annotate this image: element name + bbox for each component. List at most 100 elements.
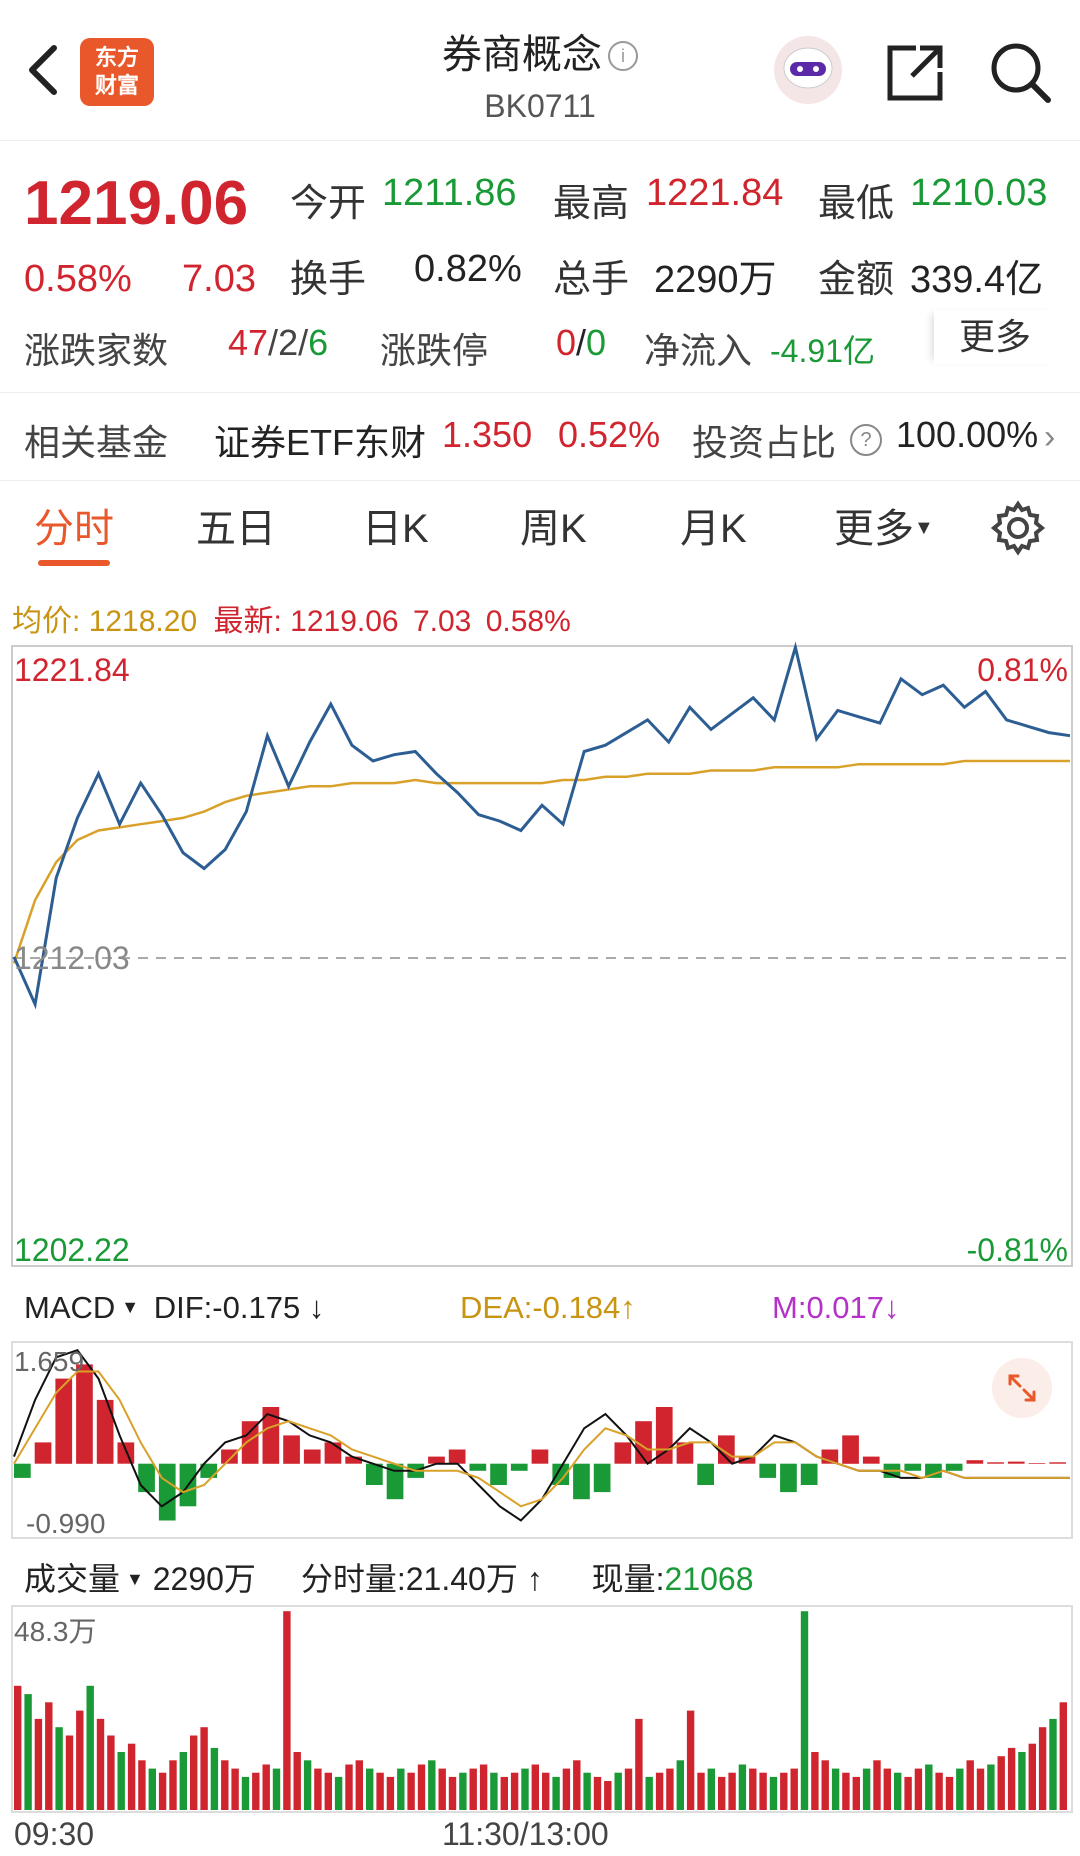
- robot-assistant-icon[interactable]: [770, 32, 846, 108]
- volume-bar: [117, 1752, 125, 1810]
- volume-bar: [811, 1752, 819, 1810]
- volume-bar: [821, 1760, 829, 1810]
- volume-bar: [790, 1768, 798, 1810]
- volume-bar: [749, 1768, 757, 1810]
- volume-bar: [987, 1764, 995, 1810]
- search-icon[interactable]: [986, 38, 1056, 108]
- volume-bar: [542, 1772, 550, 1810]
- avg-price-line: [12, 759, 1070, 964]
- macd-bar: [345, 1456, 362, 1464]
- volume-bar: [14, 1685, 22, 1810]
- macd-bar: [552, 1463, 570, 1485]
- volume-bar: [107, 1735, 115, 1810]
- macd-bar: [366, 1463, 383, 1485]
- price-info-bar: 均价: 1218.20 最新: 1219.06 7.03 0.58%: [12, 596, 571, 640]
- volume-bar: [852, 1776, 860, 1810]
- share-icon[interactable]: [880, 38, 950, 108]
- volume-bar: [45, 1702, 53, 1810]
- macd-bar: [759, 1463, 777, 1478]
- macd-chart[interactable]: [0, 1340, 1080, 1540]
- volume-bar: [283, 1611, 291, 1810]
- tab-daily-k[interactable]: 日K: [362, 507, 429, 551]
- m-text: M:0.017↓: [772, 1290, 900, 1325]
- inflow-value: -4.91亿: [770, 333, 875, 369]
- volume-bar: [510, 1772, 519, 1810]
- volume-bar: [303, 1760, 312, 1810]
- macd-bar: [96, 1399, 114, 1464]
- help-icon[interactable]: ?: [850, 424, 882, 456]
- macd-bar: [55, 1378, 73, 1464]
- volume-bar: [158, 1772, 167, 1810]
- volume-bar: [925, 1764, 933, 1810]
- fund-row[interactable]: 相关基金 证券ETF东财 1.350 0.52% 投资占比 ? 100.00% …: [0, 400, 1080, 480]
- macd-bar: [262, 1407, 280, 1464]
- volume-bar: [500, 1776, 508, 1810]
- macd-bar: [324, 1442, 342, 1464]
- volume-bar: [138, 1760, 146, 1810]
- volume-bar: [800, 1611, 809, 1810]
- volume-chart[interactable]: [0, 1604, 1080, 1814]
- volume-selector[interactable]: 成交量 ▼: [24, 1561, 144, 1597]
- volume-bar: [831, 1768, 840, 1810]
- macd-bar: [303, 1449, 321, 1464]
- tab-weekly-k[interactable]: 周K: [520, 507, 587, 551]
- high-value: 1221.84: [646, 172, 784, 214]
- volume-bar: [904, 1776, 912, 1810]
- tab-monthly-k[interactable]: 月K: [680, 507, 747, 551]
- current-volume-text: 现量:21068: [591, 1561, 754, 1597]
- volume-bar: [624, 1768, 633, 1810]
- volume-bar: [1049, 1718, 1057, 1810]
- macd-bar: [221, 1449, 238, 1464]
- info-icon[interactable]: i: [608, 41, 638, 71]
- pct-axis-bottom: -0.81%: [966, 1232, 1068, 1268]
- open-label: 今开: [290, 183, 367, 225]
- macd-bar: [697, 1463, 714, 1485]
- volume-bar: [200, 1727, 208, 1810]
- avg-value: 1218.20: [88, 605, 198, 638]
- volume-bar: [324, 1772, 332, 1810]
- macd-bar: [490, 1463, 507, 1485]
- price-axis-mid: 1212.03: [14, 940, 130, 976]
- volume-bar: [593, 1776, 602, 1810]
- back-icon[interactable]: [20, 40, 70, 100]
- volume-bar: [55, 1727, 63, 1810]
- macd-bar: [158, 1463, 176, 1521]
- latest-change: 7.03: [412, 605, 472, 638]
- intraday-price-chart[interactable]: [0, 640, 1080, 1270]
- volume-bar: [334, 1776, 343, 1810]
- macd-bar: [34, 1442, 52, 1464]
- tab-five-day[interactable]: 五日: [196, 507, 276, 551]
- low-value: 1210.03: [910, 172, 1048, 214]
- volume-bar: [914, 1768, 923, 1810]
- macd-bar: [138, 1463, 155, 1493]
- section-divider: [0, 480, 1080, 481]
- volume-bar: [780, 1772, 788, 1810]
- volume-bar: [645, 1776, 653, 1810]
- volume-bar: [190, 1735, 198, 1810]
- volume-bar: [707, 1768, 715, 1810]
- volume-bar: [976, 1768, 985, 1810]
- more-button[interactable]: 更多: [934, 310, 1056, 364]
- volume-bar: [676, 1760, 684, 1810]
- volume-bar: [345, 1764, 353, 1810]
- volume-bar: [86, 1685, 94, 1810]
- minute-volume-text: 分时量:21.40万 ↑: [300, 1561, 543, 1597]
- expand-icon[interactable]: [992, 1358, 1052, 1418]
- tab-more[interactable]: 更多▼: [834, 507, 934, 551]
- macd-bar: [1049, 1462, 1066, 1464]
- volume-bar: [997, 1756, 1005, 1810]
- turnover-value: 0.82%: [414, 248, 522, 290]
- avg-label: 均价:: [12, 605, 81, 638]
- down-count: 6: [308, 322, 329, 363]
- settings-gear-icon[interactable]: [990, 500, 1046, 556]
- volume-bar: [1038, 1727, 1047, 1810]
- dea-line: [13, 1370, 1070, 1508]
- tab-intraday[interactable]: 分时: [34, 507, 114, 551]
- flat-count: 2: [278, 322, 299, 363]
- volume-bar: [935, 1772, 943, 1810]
- volume-bar: [894, 1772, 902, 1810]
- macd-selector[interactable]: MACD ▼: [24, 1290, 140, 1325]
- up-count: 47: [228, 322, 269, 363]
- volume-bar: [221, 1760, 229, 1810]
- volume-bar: [531, 1764, 539, 1810]
